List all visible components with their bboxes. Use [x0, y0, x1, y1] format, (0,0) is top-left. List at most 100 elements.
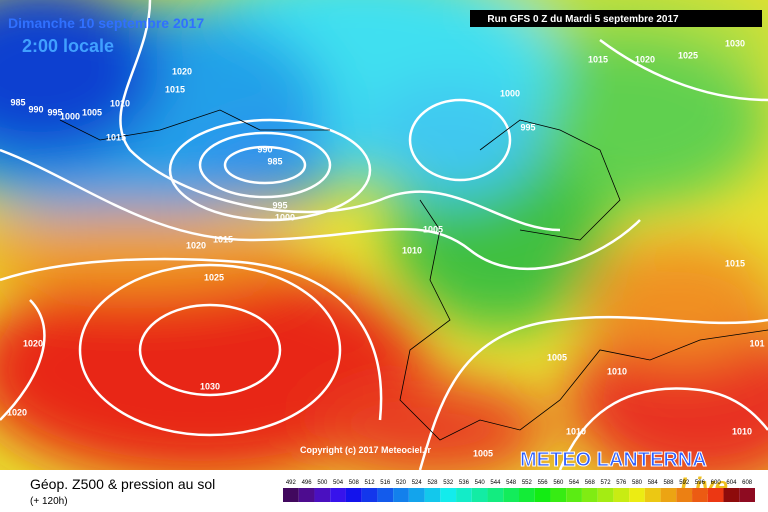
scale-label: 508 — [349, 480, 360, 486]
scale-swatch — [707, 488, 724, 502]
scale-swatch — [298, 488, 315, 502]
scale-label: 600 — [711, 480, 722, 486]
scale-label: 572 — [601, 480, 612, 486]
scale-swatch — [723, 488, 740, 502]
scale-swatch — [330, 488, 346, 502]
isobar-label: 1000 — [60, 111, 80, 121]
isobar-label: 1010 — [566, 426, 586, 436]
scale-label: 524 — [412, 480, 423, 486]
scale-label: 580 — [632, 480, 643, 486]
isobar-label: 990 — [257, 144, 272, 154]
scale-swatch — [377, 488, 394, 502]
scale-label: 604 — [726, 480, 737, 486]
isobar-label: 1030 — [725, 38, 745, 48]
isobar-label: 995 — [520, 122, 535, 132]
scale-swatch — [408, 488, 425, 502]
scale-swatch — [487, 488, 504, 502]
legend-lead: (+ 120h) — [30, 496, 68, 507]
scale-label: 588 — [663, 480, 674, 486]
isobar-label: 1010 — [732, 426, 752, 436]
scale-label: 536 — [459, 480, 470, 486]
isobar-label: 101 — [749, 338, 764, 348]
scale-label: 500 — [317, 480, 328, 486]
isobar-label: 1025 — [678, 50, 698, 60]
isobar-label: 1015 — [165, 84, 185, 94]
scale-label: 552 — [522, 480, 533, 486]
isobar-label: 1000 — [275, 212, 295, 222]
isobar-label: 1005 — [82, 107, 102, 117]
scale-swatch — [361, 488, 378, 502]
copyright: Copyright (c) 2017 Meteociel.fr — [300, 445, 432, 455]
isobar-label: 1020 — [186, 240, 206, 250]
isobar-label: 985 — [10, 97, 25, 107]
scale-swatch — [456, 488, 472, 502]
isobar-label: 1020 — [7, 407, 27, 417]
scale-swatch — [314, 488, 331, 502]
run-label: Run GFS 0 Z du Mardi 5 septembre 2017 — [487, 14, 679, 25]
scale-label: 592 — [679, 480, 690, 486]
scale-swatch — [345, 488, 362, 502]
scale-swatch — [534, 488, 551, 502]
isobar-label: 995 — [272, 200, 287, 210]
scale-swatch — [613, 488, 630, 502]
legend-title: Géop. Z500 & pression au sol — [30, 476, 215, 492]
scale-label: 520 — [396, 480, 407, 486]
scale-swatch — [644, 488, 661, 502]
isobar-label: 1010 — [607, 366, 627, 376]
date-label: Dimanche 10 septembre 2017 — [8, 15, 204, 31]
scale-swatch — [550, 488, 567, 502]
isobar-label: 1020 — [172, 66, 192, 76]
isobar-label: 1015 — [213, 234, 233, 244]
isobar-label: 1005 — [547, 352, 567, 362]
run-box — [470, 10, 762, 27]
time-label: 2:00 locale — [22, 36, 114, 56]
isobar-label: 1020 — [635, 54, 655, 64]
scale-swatch — [629, 488, 645, 502]
isobar-label: 1005 — [423, 224, 443, 234]
scale-swatch — [692, 488, 708, 502]
isobars — [0, 0, 768, 470]
scale-label: 548 — [506, 480, 517, 486]
scale-label: 564 — [569, 480, 580, 486]
isobar-label: 1015 — [588, 54, 608, 64]
scale-label: 584 — [648, 480, 659, 486]
scale-label: 492 — [286, 480, 297, 486]
isobar-label: 1000 — [500, 88, 520, 98]
scale-swatch — [739, 488, 755, 502]
scale-swatch — [519, 488, 535, 502]
color-scale: 492 496 500 504 508 512 516 520 524 528 532 536 540 5… — [283, 480, 755, 502]
scale-label: 532 — [443, 480, 454, 486]
scale-label: 608 — [742, 480, 753, 486]
scale-swatch — [440, 488, 457, 502]
scale-label: 568 — [585, 480, 596, 486]
isobar-label: 1015 — [725, 258, 745, 268]
scale-swatch — [581, 488, 598, 502]
scale-swatch — [660, 488, 677, 502]
scale-label: 596 — [695, 480, 706, 486]
scale-label: 512 — [365, 480, 376, 486]
scale-swatch — [503, 488, 519, 502]
isobar-label: 1015 — [106, 132, 126, 142]
scale-label: 504 — [333, 480, 344, 486]
coastlines — [59, 109, 768, 441]
isobar-label: 1010 — [110, 98, 130, 108]
isobar-label: 1020 — [23, 338, 43, 348]
scale-label: 540 — [475, 480, 486, 486]
scale-swatch — [597, 488, 614, 502]
isobar-label: 985 — [267, 156, 282, 166]
field — [0, 0, 768, 470]
isobar-label: 995 — [47, 107, 62, 117]
isobar-label: 990 — [28, 104, 43, 114]
scale-label: 528 — [427, 480, 438, 486]
scale-swatch — [566, 488, 582, 502]
logo-name: METEO LANTERNA — [520, 449, 707, 471]
scale-swatch — [283, 488, 299, 502]
isobar-label: 1010 — [402, 245, 422, 255]
scale-label: 544 — [490, 480, 501, 486]
isobar-label: 1025 — [204, 272, 224, 282]
scale-swatch — [424, 488, 441, 502]
scale-swatch — [393, 488, 409, 502]
scale-label: 496 — [302, 480, 313, 486]
